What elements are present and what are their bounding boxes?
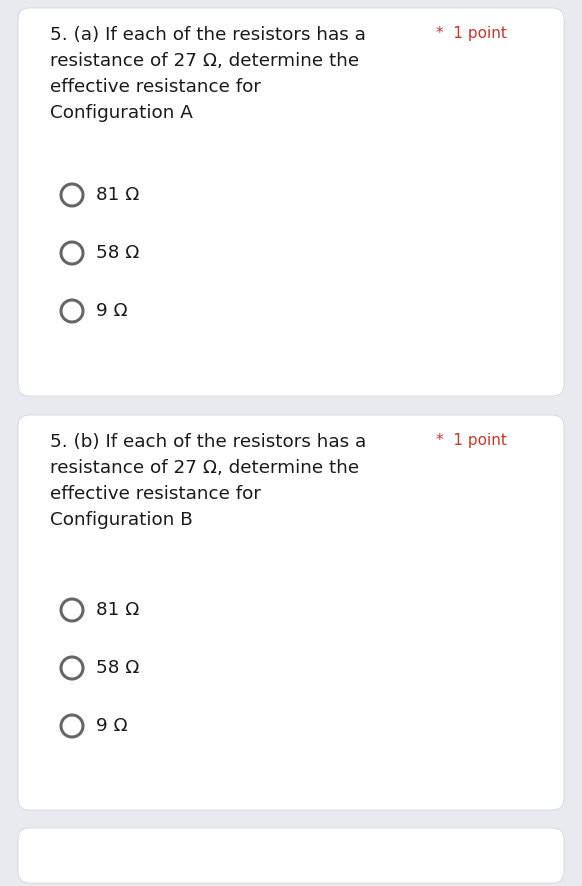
Text: 81 Ω: 81 Ω bbox=[96, 601, 139, 619]
Text: resistance of 27 Ω, determine the: resistance of 27 Ω, determine the bbox=[50, 52, 359, 70]
Text: effective resistance for: effective resistance for bbox=[50, 485, 261, 503]
FancyBboxPatch shape bbox=[18, 8, 564, 396]
Text: 5. (b) If each of the resistors has a: 5. (b) If each of the resistors has a bbox=[50, 433, 366, 451]
Text: Configuration A: Configuration A bbox=[50, 104, 193, 122]
Text: 9 Ω: 9 Ω bbox=[96, 717, 127, 735]
Text: Configuration B: Configuration B bbox=[50, 511, 193, 529]
Text: effective resistance for: effective resistance for bbox=[50, 78, 261, 96]
Text: 58 Ω: 58 Ω bbox=[96, 659, 139, 677]
Text: 5. (a) If each of the resistors has a: 5. (a) If each of the resistors has a bbox=[50, 26, 366, 44]
Text: 9 Ω: 9 Ω bbox=[96, 302, 127, 320]
Text: 81 Ω: 81 Ω bbox=[96, 186, 139, 204]
Text: 58 Ω: 58 Ω bbox=[96, 244, 139, 262]
FancyBboxPatch shape bbox=[18, 828, 564, 883]
Text: resistance of 27 Ω, determine the: resistance of 27 Ω, determine the bbox=[50, 459, 359, 477]
Text: *  1 point: * 1 point bbox=[436, 433, 507, 448]
FancyBboxPatch shape bbox=[18, 415, 564, 810]
Text: *  1 point: * 1 point bbox=[436, 26, 507, 41]
